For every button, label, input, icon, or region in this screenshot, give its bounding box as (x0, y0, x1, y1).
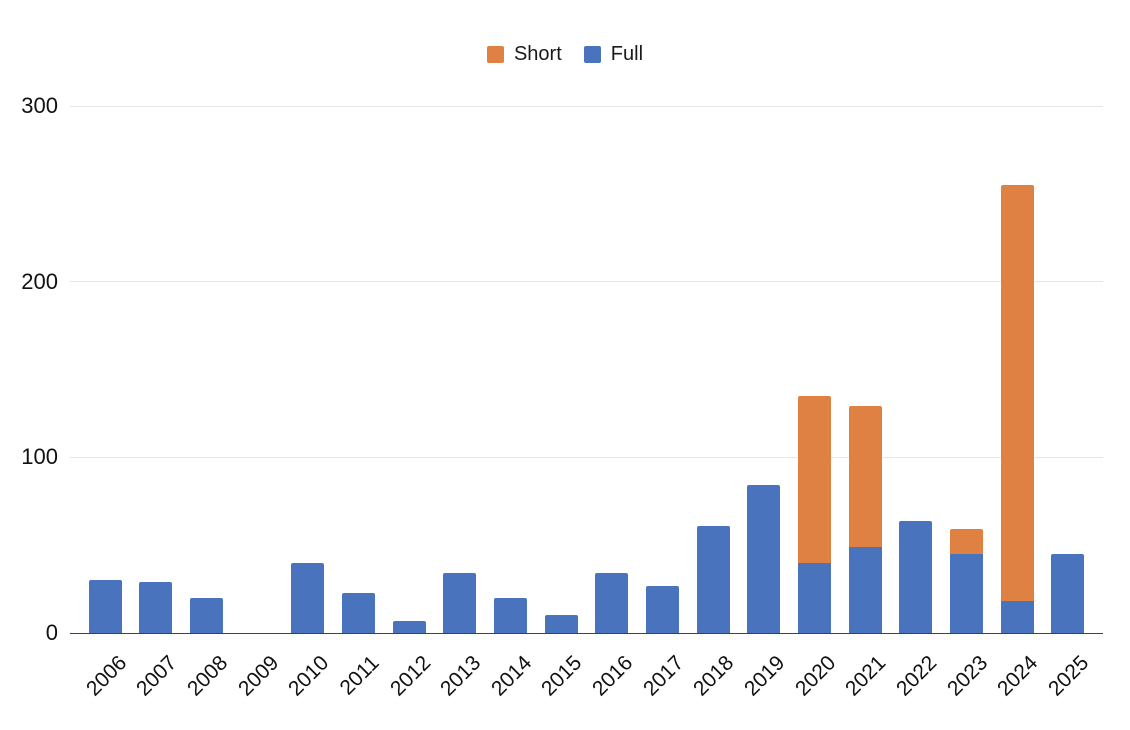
bar-segment-full-2017[interactable] (645, 585, 679, 633)
bar-segment-short-2020[interactable] (797, 395, 831, 563)
chart-legend: Short Full (0, 44, 1130, 64)
gridline-200 (70, 281, 1103, 283)
bar-segment-short-2024[interactable] (1000, 185, 1034, 602)
x-axis-label-2013: 2013 (436, 651, 486, 701)
bar-segment-full-2021[interactable] (848, 546, 882, 633)
x-axis-label-2011: 2011 (335, 651, 385, 700)
bar-segment-full-2006[interactable] (88, 580, 122, 633)
x-axis-label-2016: 2016 (588, 651, 638, 701)
x-axis-label-2015: 2015 (537, 651, 587, 701)
legend-label-short: Short (513, 43, 562, 65)
bar-segment-full-2012[interactable] (392, 620, 426, 633)
x-axis-label-2023: 2023 (942, 651, 992, 701)
x-axis-label-2025: 2025 (1043, 651, 1094, 701)
bar-segment-full-2007[interactable] (139, 582, 173, 633)
legend-swatch-short-icon (486, 45, 504, 63)
legend-label-full: Full (610, 43, 644, 65)
bar-segment-full-2019[interactable] (747, 485, 781, 633)
bar-segment-short-2021[interactable] (848, 406, 882, 547)
bar-segment-full-2022[interactable] (899, 520, 933, 633)
x-axis-label-2020: 2020 (790, 651, 840, 701)
legend-item-short[interactable]: Short (486, 43, 562, 65)
gridline-300 (70, 105, 1103, 107)
x-axis-label-2021: 2021 (841, 651, 891, 701)
bar-segment-full-2011[interactable] (342, 592, 376, 633)
x-axis-line (70, 632, 1103, 634)
y-axis-label-300: 300 (21, 93, 58, 118)
bar-segment-full-2025[interactable] (1051, 553, 1085, 633)
bar-segment-full-2015[interactable] (544, 615, 578, 633)
bar-segment-full-2020[interactable] (797, 562, 831, 633)
x-axis-label-2022: 2022 (891, 651, 942, 701)
x-axis-label-2017: 2017 (638, 651, 689, 701)
x-axis-label-2019: 2019 (740, 651, 790, 701)
x-axis-label-2008: 2008 (182, 651, 233, 701)
bar-segment-full-2023[interactable] (949, 553, 983, 633)
legend-swatch-full-icon (583, 45, 601, 63)
y-axis-label-0: 0 (45, 620, 58, 645)
x-axis-label-2012: 2012 (385, 651, 435, 701)
bar-segment-full-2018[interactable] (696, 525, 730, 633)
x-axis-label-2018: 2018 (689, 651, 739, 701)
x-axis-label-2007: 2007 (132, 651, 182, 701)
x-axis-label-2010: 2010 (284, 651, 334, 701)
bar-segment-short-2023[interactable] (949, 529, 983, 554)
legend-item-full[interactable]: Full (583, 43, 644, 65)
bar-segment-full-2016[interactable] (595, 573, 629, 633)
bar-segment-full-2014[interactable] (494, 597, 528, 633)
y-axis-label-100: 100 (21, 444, 58, 470)
x-axis-label-2009: 2009 (233, 651, 283, 701)
x-axis-label-2024: 2024 (993, 651, 1043, 701)
bar-segment-full-2010[interactable] (291, 562, 325, 633)
x-axis-label-2014: 2014 (486, 651, 537, 701)
bar-segment-full-2008[interactable] (190, 597, 224, 633)
x-axis-label-2006: 2006 (81, 651, 131, 701)
gridline-100 (70, 456, 1103, 458)
y-axis-label-200: 200 (21, 268, 58, 294)
bar-segment-full-2013[interactable] (443, 573, 477, 633)
bar-segment-full-2024[interactable] (1000, 601, 1034, 633)
